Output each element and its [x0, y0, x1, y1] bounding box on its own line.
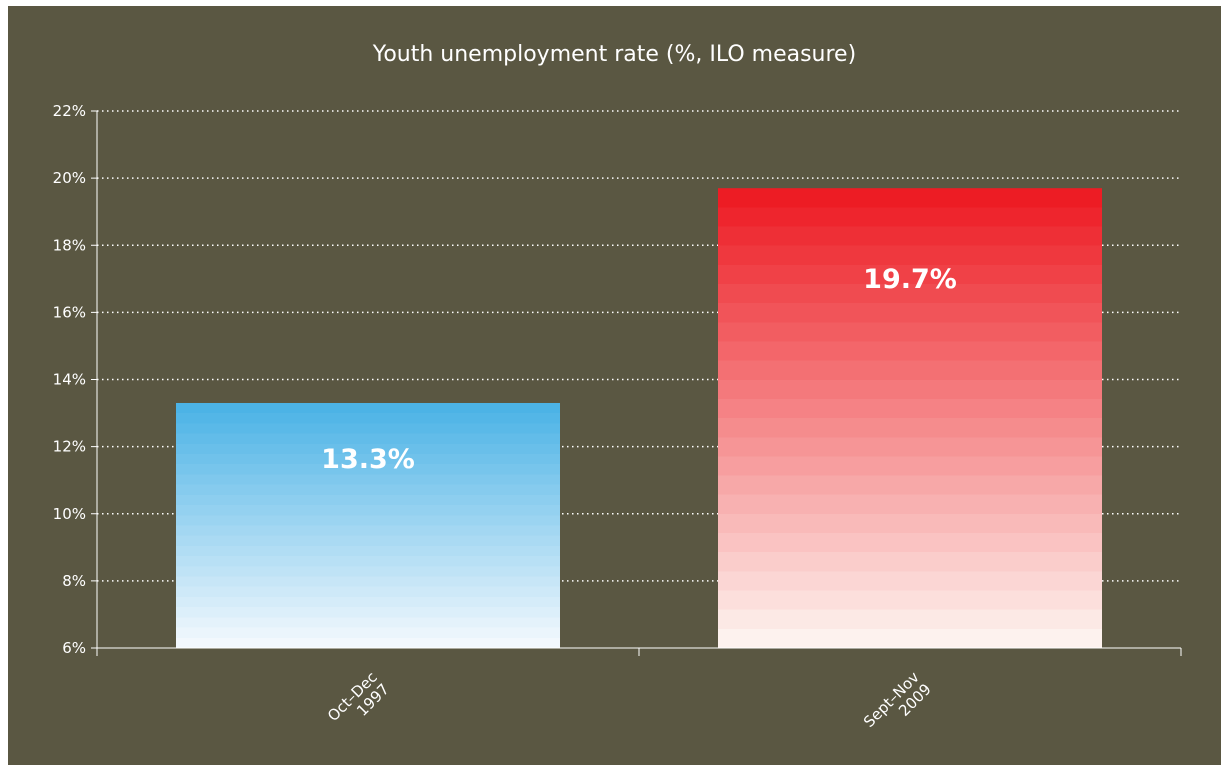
data-label: 19.7%	[863, 264, 957, 295]
x-tick-label: Oct–Dec1997	[324, 668, 393, 737]
axes	[91, 110, 1182, 656]
bar-2	[718, 188, 1102, 648]
bars	[176, 188, 1102, 648]
y-tick-label: 16%	[53, 303, 86, 321]
y-tick-label: 18%	[53, 236, 86, 254]
y-tick-label: 8%	[62, 572, 86, 590]
y-tick-label: 14%	[53, 371, 86, 389]
bar-1	[176, 402, 560, 648]
y-tick-label: 20%	[53, 169, 86, 187]
chart-title: Youth unemployment rate (%, ILO measure)	[372, 42, 857, 67]
y-tick-label: 12%	[53, 438, 86, 456]
y-tick-label: 10%	[53, 505, 86, 523]
y-tick-label: 6%	[62, 639, 86, 657]
x-tick-label: Sept–Nov2009	[860, 668, 935, 743]
data-label: 13.3%	[321, 444, 415, 475]
y-tick-label: 22%	[53, 102, 86, 120]
